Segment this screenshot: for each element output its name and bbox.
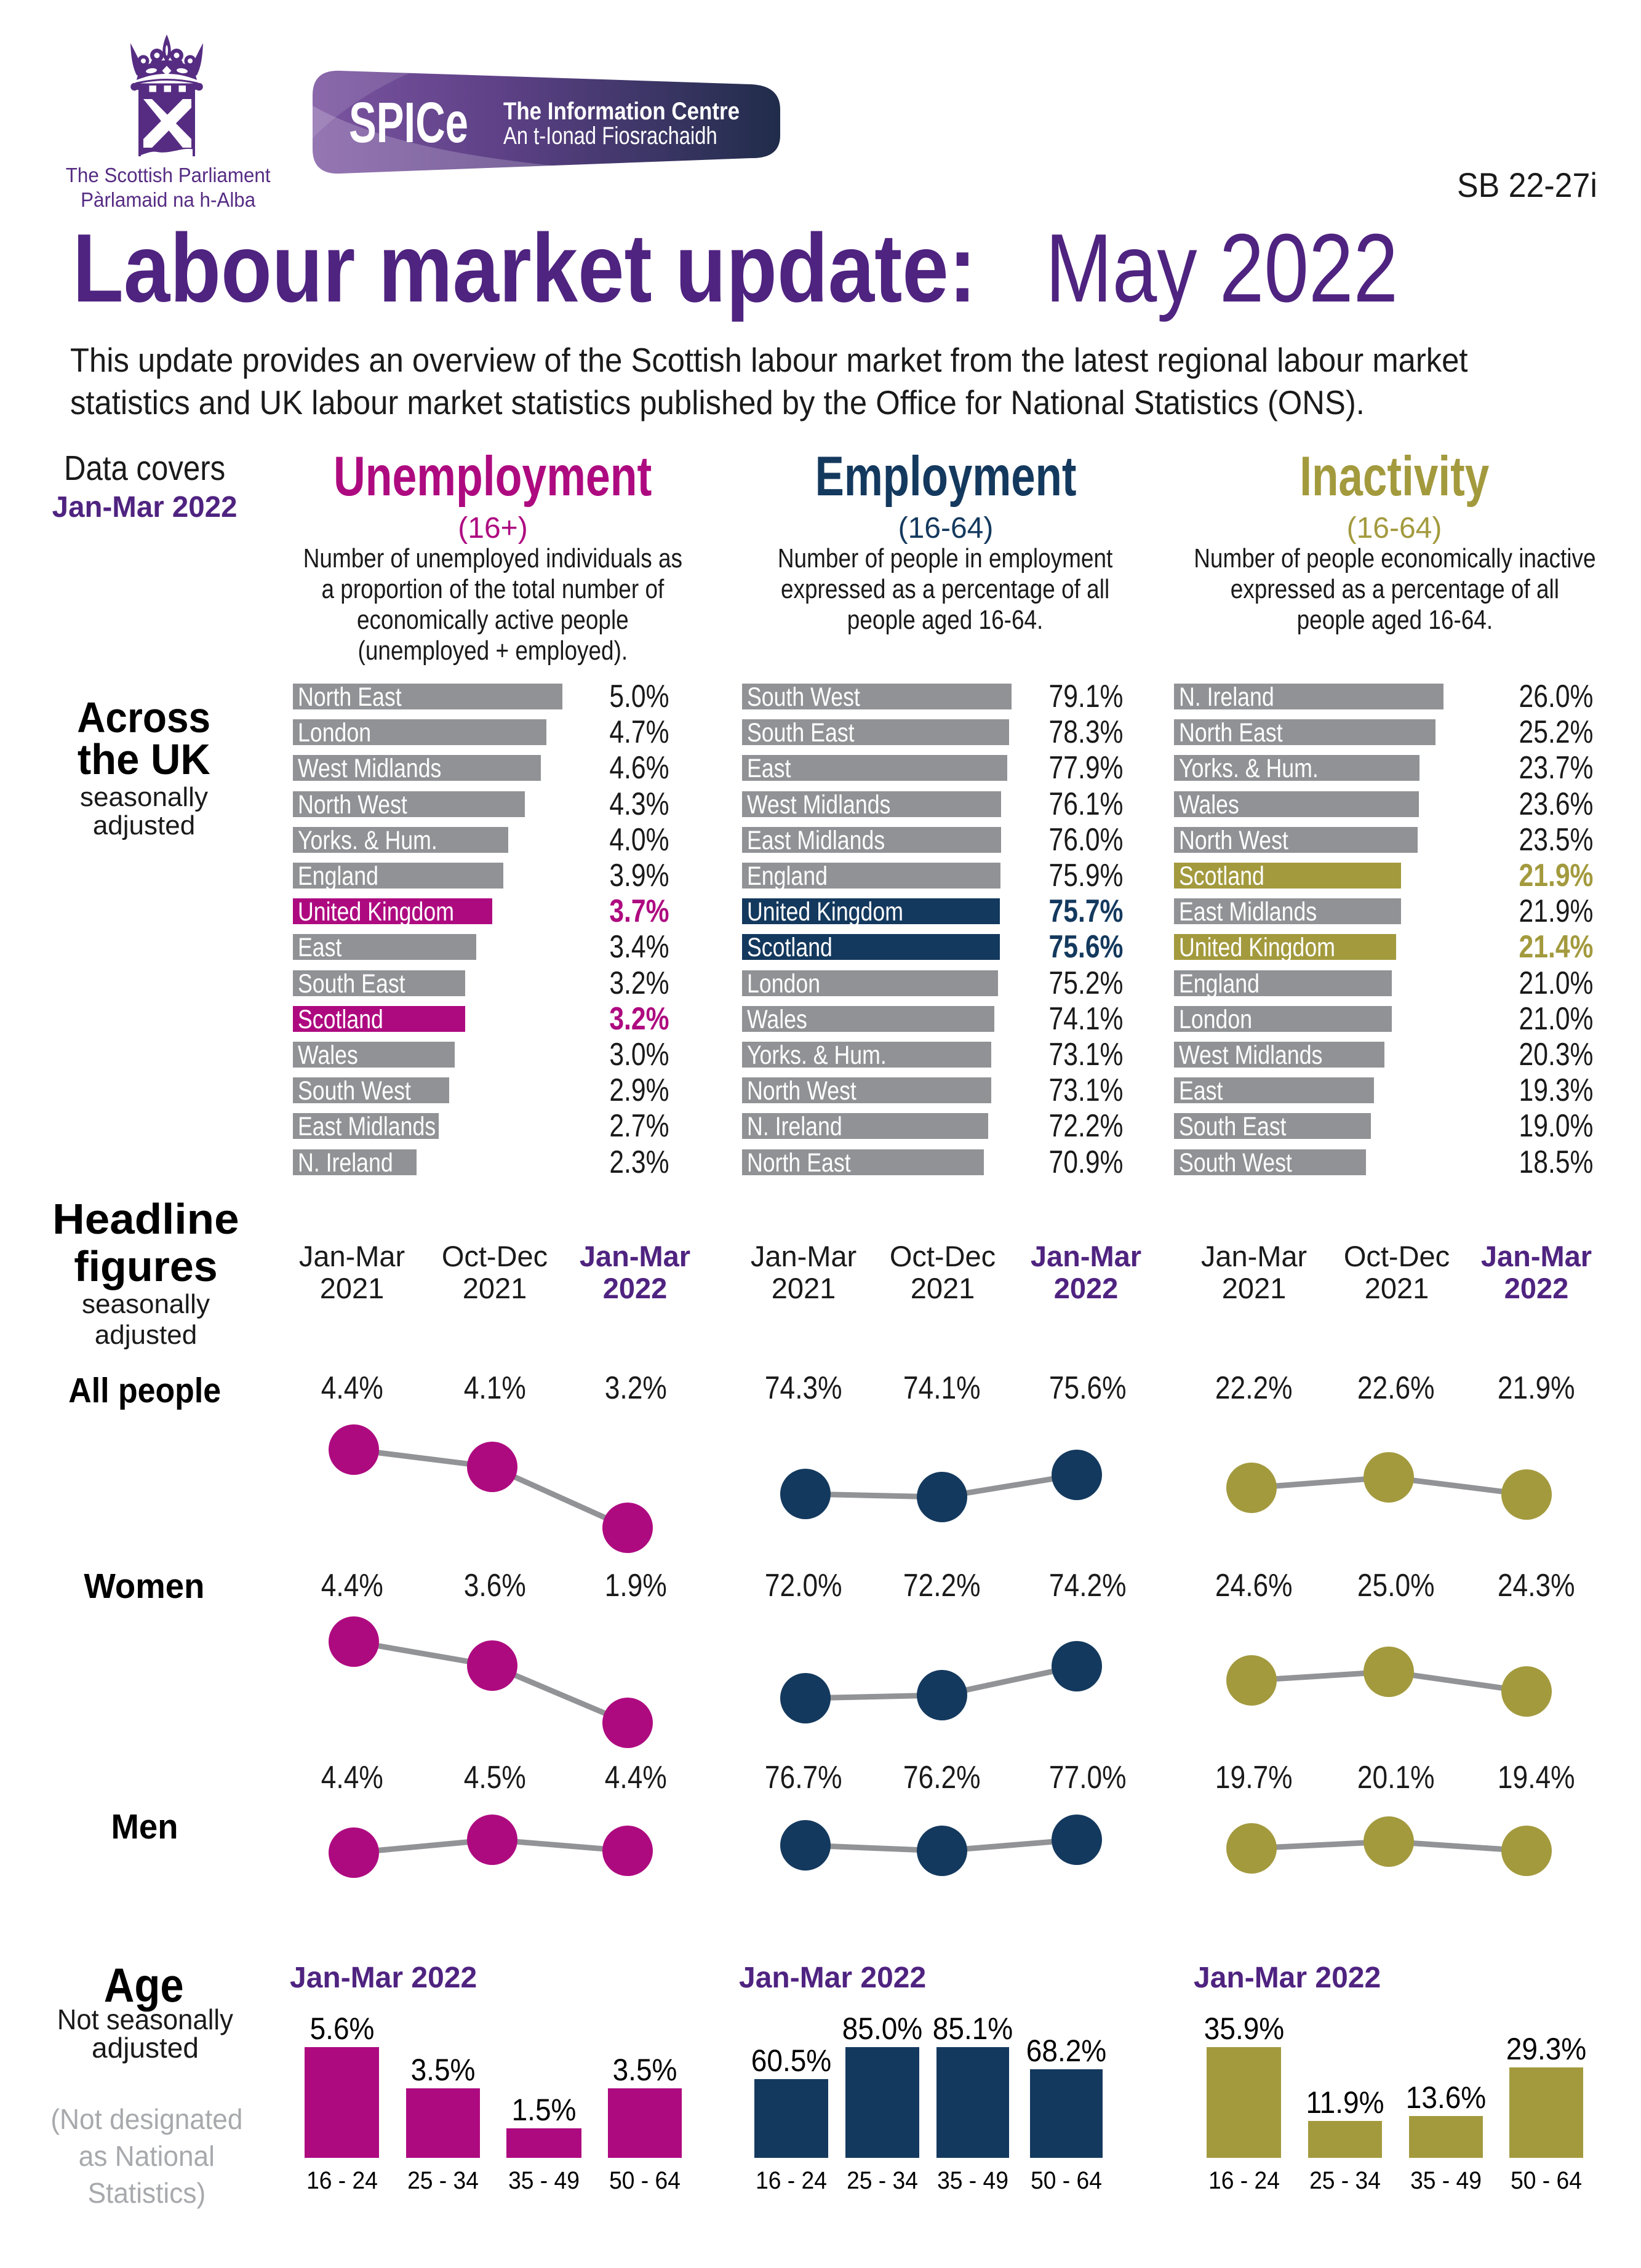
svg-text:An t-Ionad Fiosrachaidh: An t-Ionad Fiosrachaidh (503, 122, 717, 150)
svg-text:SPICe: SPICe (349, 91, 468, 154)
svg-text:The Information Centre: The Information Centre (503, 97, 740, 125)
